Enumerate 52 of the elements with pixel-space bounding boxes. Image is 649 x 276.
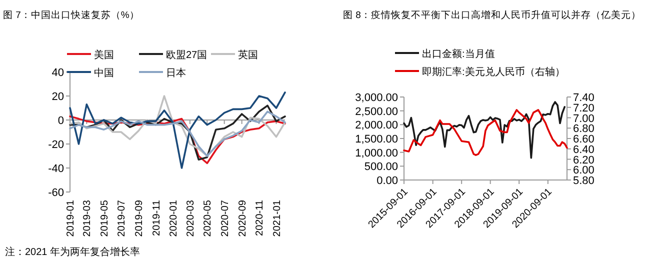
x-tick-label: 2019-11	[151, 200, 162, 236]
y-tick-label: -40	[48, 163, 64, 175]
line-series	[403, 109, 568, 156]
legend-label: 出口金额:当月值	[422, 48, 495, 60]
y-tick-label: 0	[58, 115, 64, 127]
line-series	[69, 104, 286, 160]
y2-tick-label: 6.40	[573, 144, 594, 156]
y-tick-label: 2,000.00	[355, 120, 398, 132]
y-tick-label: 20	[52, 91, 64, 103]
chart-title: 图 7：中国出口快速复苏（%）	[3, 9, 140, 21]
x-tick-label: 2020-07	[220, 200, 231, 237]
x-tick-label: 2019-07	[116, 200, 128, 237]
x-tick-label: 2019-05	[99, 200, 110, 237]
y-tick-label: 1,000.00	[355, 147, 398, 160]
text: 注：2021 年为两年复合增长率	[5, 246, 140, 258]
y2-tick-label: 7.00	[573, 112, 594, 125]
y-tick-label: 40	[52, 67, 64, 79]
legend-label: 欧盟27国	[166, 49, 208, 61]
x-tick-label: 2020-01	[168, 200, 180, 237]
x-tick-label: 2020-05	[202, 200, 214, 237]
line-series	[69, 95, 286, 157]
legend-label: 中国	[94, 67, 114, 79]
x-tick-label: 2019-03	[82, 200, 94, 237]
legend-label: 日本	[166, 67, 186, 79]
x-tick-label: 2019-09	[134, 200, 146, 237]
legend-label: 即期汇率:美元兑人民币（右轴）	[422, 66, 565, 78]
y2-tick-label: 6.20	[573, 154, 594, 166]
y2-tick-label: 5.80	[573, 175, 594, 187]
line-series	[403, 101, 566, 159]
x-tick-label: 2021-01	[272, 200, 283, 237]
y-tick-label: 500.00	[364, 161, 398, 174]
chart-title: 图 8：疫情恢复不平衡下出口高增和人民币升值可以并存（亿美元）	[343, 9, 641, 21]
y2-tick-label: 7.40	[573, 92, 594, 104]
x-tick-label: 2020-03	[185, 200, 196, 237]
line-series	[69, 110, 286, 157]
y2-tick-label: 6.80	[573, 123, 594, 136]
y-tick-label: -20	[48, 139, 64, 151]
x-tick-label: 2020-09	[237, 200, 248, 237]
y-tick-label: 0.00	[376, 175, 398, 187]
y2-tick-label: 7.20	[573, 102, 594, 114]
y2-tick-label: 6.00	[573, 164, 594, 177]
x-tick-label: 2020-11	[254, 200, 266, 236]
line-series	[69, 116, 286, 164]
x-tick-label: 2019-01	[66, 200, 76, 237]
legend-label: 英国	[238, 49, 258, 61]
y-tick-label: 1,500.00	[355, 134, 398, 146]
y-tick-label: 3,000.00	[355, 92, 398, 104]
y-tick-label: -60	[48, 187, 64, 199]
y-tick-label: 2,500.00	[355, 106, 398, 118]
legend-label: 美国	[94, 49, 114, 61]
y2-tick-label: 6.60	[573, 134, 594, 146]
line-series	[69, 92, 286, 169]
